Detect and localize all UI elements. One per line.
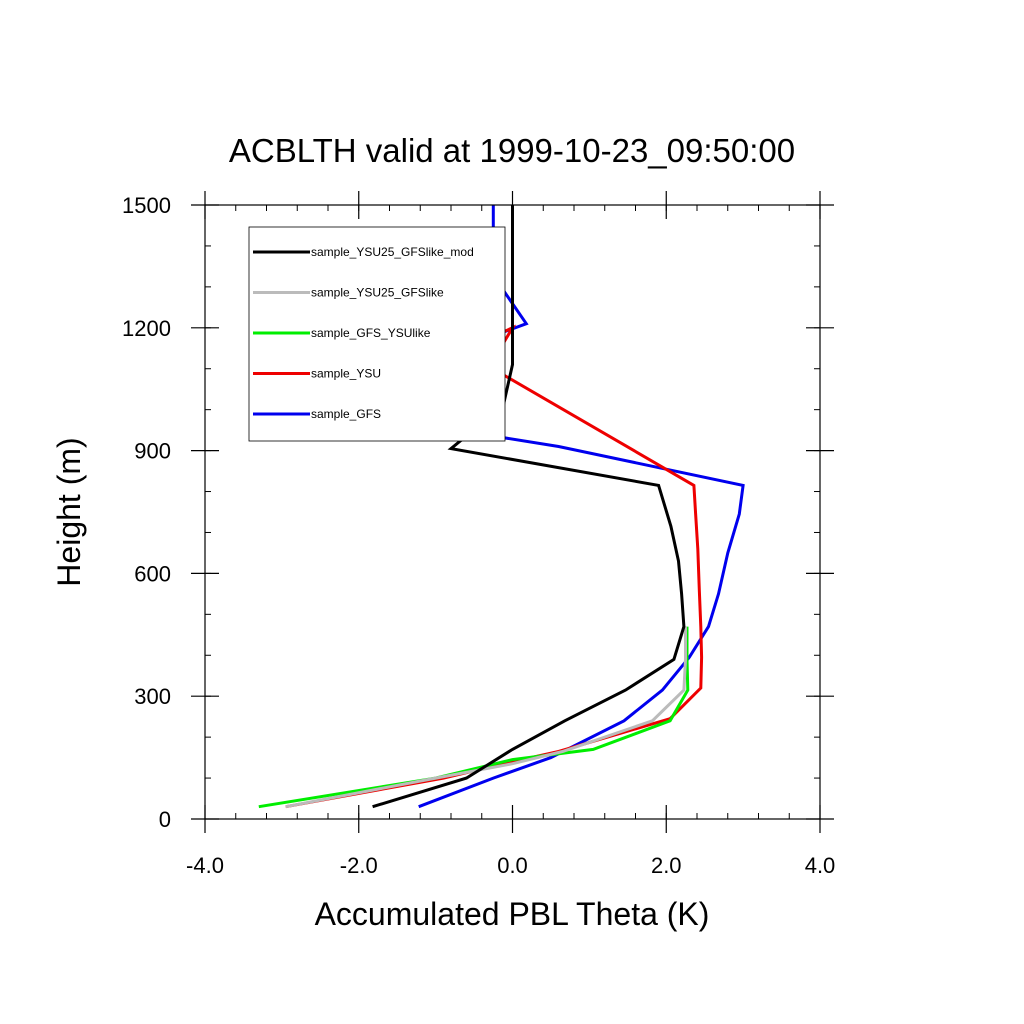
y-tick-label: 300 (134, 684, 171, 709)
ticks-layer: -4.0 -2.0 0.0 2.0 4.0 0 300 600 900 1200 1500 (122, 191, 835, 878)
y-tick-label: 600 (134, 561, 171, 586)
legend-label: sample_GFS (311, 407, 381, 421)
x-axis-label: Accumulated PBL Theta (K) (315, 896, 710, 932)
series-line-sample_YSU25_GFSlike_mod (372, 205, 686, 809)
y-axis-label: Height (m) (51, 437, 87, 586)
x-tick-label: -2.0 (340, 853, 378, 878)
y-tick-label: 0 (159, 807, 171, 832)
legend-label: sample_YSU25_GFSlike_mod (311, 245, 474, 259)
x-tick-label: -4.0 (186, 853, 224, 878)
x-tick-label: 0.0 (497, 853, 528, 878)
y-tick-label: 1500 (122, 193, 171, 218)
legend-label: sample_GFS_YSUlike (311, 326, 431, 340)
y-tick-label: 900 (134, 439, 171, 464)
legend-label: sample_YSU (311, 367, 381, 381)
legend: sample_YSU25_GFSlike_mod sample_YSU25_GFS… (248, 226, 506, 442)
legend-label: sample_YSU25_GFSlike (311, 286, 444, 300)
x-tick-label: 2.0 (651, 853, 682, 878)
series-line-sample_GFS_YSUlike (258, 626, 690, 809)
chart-title: ACBLTH valid at 1999-10-23_09:50:00 (229, 132, 795, 169)
series-line-sample_YSU25_GFSlike (285, 626, 687, 809)
x-tick-label: 4.0 (805, 853, 836, 878)
y-tick-label: 1200 (122, 316, 171, 341)
